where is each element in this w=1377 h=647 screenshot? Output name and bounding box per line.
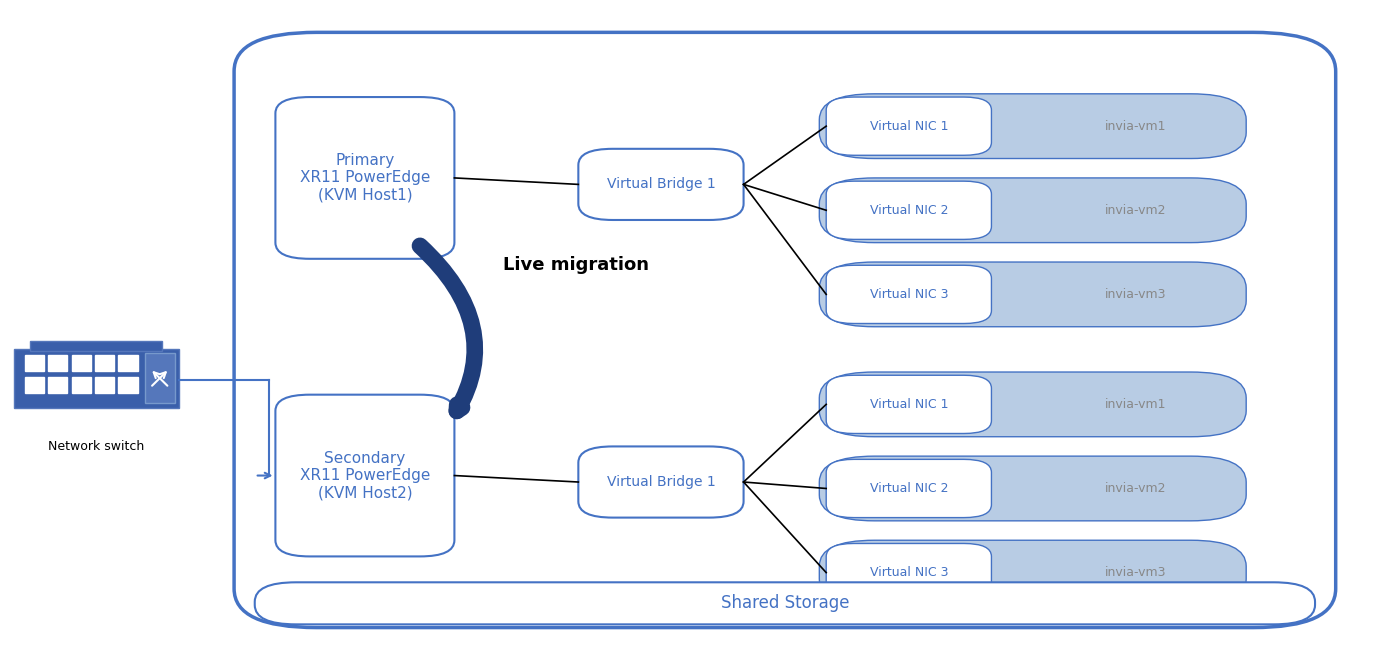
Bar <box>118 355 138 371</box>
FancyBboxPatch shape <box>819 372 1246 437</box>
Bar <box>95 377 114 393</box>
Text: Virtual Bridge 1: Virtual Bridge 1 <box>607 475 715 489</box>
Bar <box>118 377 138 393</box>
Text: invia-vm3: invia-vm3 <box>1106 566 1166 579</box>
Text: invia-vm1: invia-vm1 <box>1106 120 1166 133</box>
Bar <box>48 377 67 393</box>
FancyBboxPatch shape <box>826 265 991 324</box>
FancyBboxPatch shape <box>826 375 991 433</box>
Text: Virtual NIC 1: Virtual NIC 1 <box>869 398 949 411</box>
Bar <box>72 377 91 393</box>
FancyBboxPatch shape <box>826 97 991 155</box>
FancyBboxPatch shape <box>819 540 1246 605</box>
Text: invia-vm2: invia-vm2 <box>1106 204 1166 217</box>
Text: Virtual NIC 2: Virtual NIC 2 <box>869 482 949 495</box>
Bar <box>14 349 179 408</box>
FancyBboxPatch shape <box>819 94 1246 159</box>
FancyBboxPatch shape <box>234 32 1336 628</box>
FancyBboxPatch shape <box>578 149 744 220</box>
FancyBboxPatch shape <box>819 178 1246 243</box>
Bar <box>30 342 162 351</box>
Text: Primary
XR11 PowerEdge
(KVM Host1): Primary XR11 PowerEdge (KVM Host1) <box>300 153 430 203</box>
FancyBboxPatch shape <box>255 582 1315 624</box>
Bar <box>25 355 44 371</box>
FancyBboxPatch shape <box>819 456 1246 521</box>
Text: Network switch: Network switch <box>48 440 145 453</box>
Text: Virtual Bridge 1: Virtual Bridge 1 <box>607 177 715 192</box>
Text: invia-vm3: invia-vm3 <box>1106 288 1166 301</box>
Text: Shared Storage: Shared Storage <box>720 595 850 612</box>
Text: Virtual NIC 2: Virtual NIC 2 <box>869 204 949 217</box>
Bar <box>48 355 67 371</box>
Text: Virtual NIC 3: Virtual NIC 3 <box>869 566 949 579</box>
FancyBboxPatch shape <box>826 181 991 239</box>
FancyBboxPatch shape <box>578 446 744 518</box>
FancyBboxPatch shape <box>819 262 1246 327</box>
Text: Virtual NIC 3: Virtual NIC 3 <box>869 288 949 301</box>
Bar <box>25 377 44 393</box>
Text: invia-vm2: invia-vm2 <box>1106 482 1166 495</box>
Text: Secondary
XR11 PowerEdge
(KVM Host2): Secondary XR11 PowerEdge (KVM Host2) <box>300 451 430 500</box>
FancyBboxPatch shape <box>275 97 454 259</box>
Bar <box>72 355 91 371</box>
Text: Virtual NIC 1: Virtual NIC 1 <box>869 120 949 133</box>
Text: Live migration: Live migration <box>503 256 649 274</box>
Text: invia-vm1: invia-vm1 <box>1106 398 1166 411</box>
Bar <box>95 355 114 371</box>
FancyBboxPatch shape <box>826 543 991 602</box>
Bar <box>145 353 175 403</box>
FancyBboxPatch shape <box>826 459 991 518</box>
FancyBboxPatch shape <box>275 395 454 556</box>
